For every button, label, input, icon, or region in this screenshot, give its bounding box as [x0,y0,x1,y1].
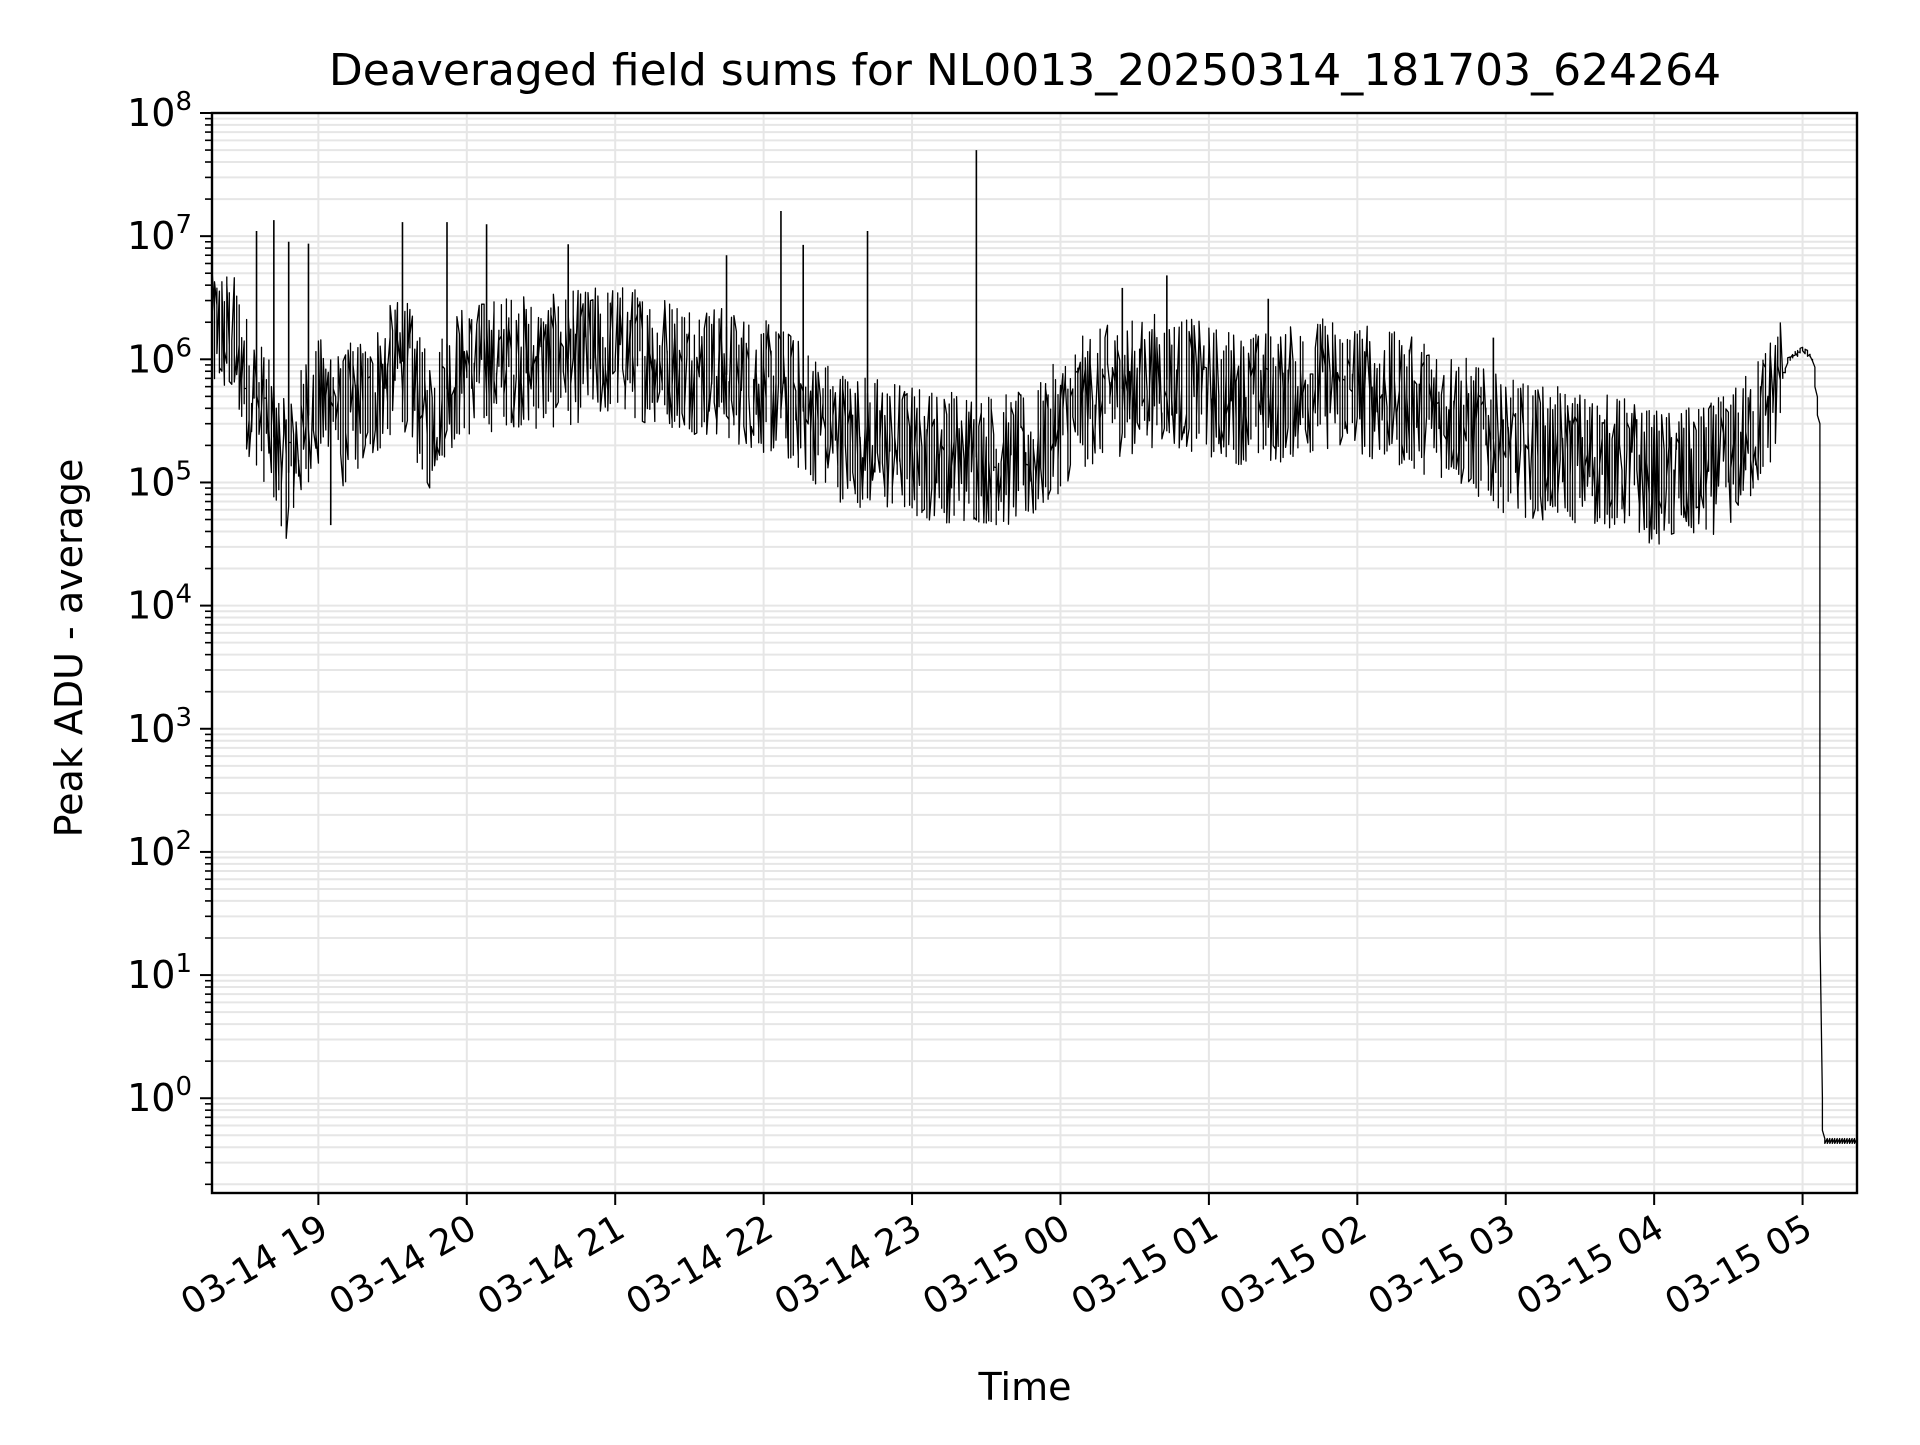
grid [212,112,1857,1193]
x-tick-label: 03-14 21 [471,1207,632,1323]
x-tick-label: 03-15 02 [1213,1207,1374,1323]
series-line [211,268,1858,1145]
series-layer [211,150,1858,1145]
x-tick-label: 03-14 22 [619,1207,780,1323]
y-tick-label: 104 [127,580,192,628]
x-tick-label: 03-14 23 [768,1207,929,1323]
x-tick-label: 03-15 03 [1362,1207,1523,1323]
x-tick-label: 03-15 04 [1510,1207,1671,1323]
x-tick-label: 03-14 19 [174,1207,335,1323]
chart-title: Deaveraged field sums for NL0013_2025031… [329,45,1721,96]
y-tick-label: 105 [127,456,192,504]
y-tick-label: 108 [127,87,192,135]
y-tick-label: 106 [127,333,192,381]
x-tick-label: 03-14 20 [323,1207,484,1323]
x-tick-label: 03-15 01 [1065,1207,1226,1323]
y-axis: 100 101 102 103 104 105 106 107 108 [127,87,212,1186]
x-tick-label: 03-15 05 [1658,1207,1819,1323]
plot-frame [210,111,1859,1195]
y-tick-label: 103 [127,703,192,751]
y-tick-label: 102 [127,826,192,874]
x-tick-label: 03-15 00 [916,1207,1077,1323]
y-tick-label: 100 [127,1072,192,1120]
x-axis-label: Time [978,1365,1072,1409]
y-axis-label: Peak ADU - average [47,459,91,838]
y-tick-label: 107 [127,210,192,258]
y-tick-label: 101 [127,949,192,997]
